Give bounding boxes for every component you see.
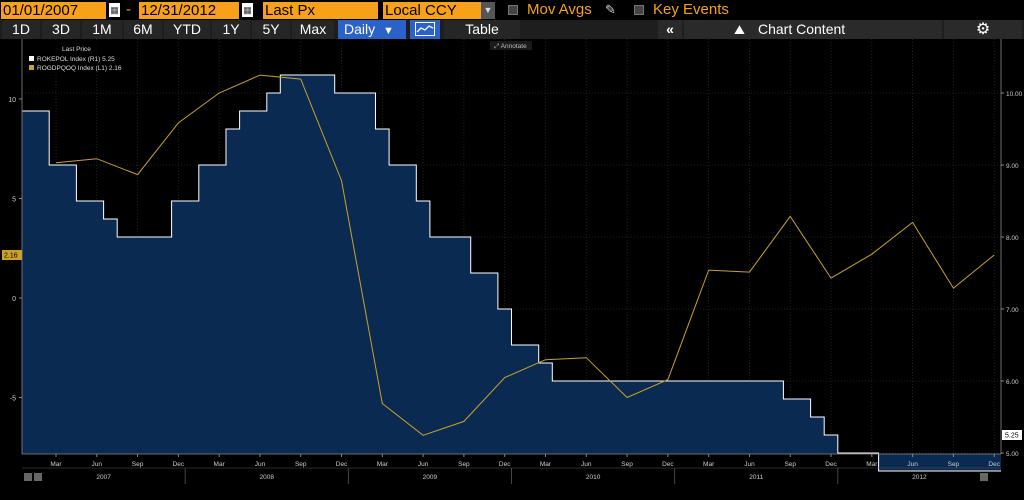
right-tick-label: 9.00 (1006, 163, 1019, 170)
period-5y-button[interactable]: 5Y (252, 20, 290, 39)
x-tick-label: Dec (825, 461, 837, 468)
left-tick-label: 10 (8, 97, 16, 104)
top-bar: 01/01/2007 ▦ - 12/31/2012 ▦ Last Px Loca… (0, 0, 1024, 20)
legend-item-gdp: ROGDPQOQ Index (L1) 2.16 (37, 65, 122, 72)
x-tick-label: Jun (907, 461, 918, 468)
right-value-marker: 5.25 (1002, 430, 1022, 440)
period-1m-button[interactable]: 1M (82, 20, 122, 39)
x-tick-label: Mar (377, 461, 389, 468)
right-tick-label: 6.00 (1006, 379, 1019, 386)
year-label: 2009 (423, 474, 438, 481)
chevron-down-icon[interactable]: ▼ (481, 2, 495, 19)
scroll-right-button[interactable] (34, 473, 42, 481)
period-6m-button[interactable]: 6M (124, 20, 162, 39)
x-tick-label: Dec (662, 461, 674, 468)
svg-text:5.25: 5.25 (1005, 433, 1019, 440)
year-label: 2012 (912, 474, 927, 481)
key-events-checkbox[interactable] (634, 5, 644, 15)
right-tick-label: 7.00 (1006, 307, 1019, 314)
rate-area-fill (22, 75, 1001, 471)
x-tick-label: Dec (499, 461, 511, 468)
x-tick-label: Sep (295, 461, 307, 468)
gdp-line (55, 74, 995, 436)
right-tick-label: 8.00 (1006, 235, 1019, 242)
period-bar: 1D 3D 1M 6M YTD 1Y 5Y Max Daily ▼ Table … (0, 20, 1024, 39)
period-max-button[interactable]: Max (292, 20, 334, 39)
legend-swatch-rate (29, 56, 34, 61)
frequency-select[interactable]: Daily ▼ (338, 20, 406, 39)
calendar-icon[interactable]: ▦ (109, 3, 120, 17)
year-label: 2010 (586, 474, 601, 481)
year-label: 2007 (96, 474, 111, 481)
start-date-field[interactable]: 01/01/2007 (1, 2, 106, 19)
scroll-right-end-button[interactable] (980, 473, 988, 481)
svg-text:2.16: 2.16 (4, 253, 18, 260)
line-chart-icon[interactable] (410, 20, 440, 39)
table-button[interactable]: Table (444, 20, 520, 39)
mov-avgs-label[interactable]: Mov Avgs (527, 1, 592, 18)
period-ytd-button[interactable]: YTD (164, 20, 210, 39)
period-3d-button[interactable]: 3D (42, 20, 80, 39)
x-tick-label: Dec (988, 461, 1000, 468)
price-field-select[interactable]: Last Px (263, 2, 378, 19)
frequency-label: Daily (344, 21, 376, 37)
calendar-icon[interactable]: ▦ (242, 3, 253, 17)
x-tick-label: Sep (458, 461, 470, 468)
year-label: 2008 (260, 474, 275, 481)
year-label: 2011 (749, 474, 763, 481)
right-tick-label: 5.00 (1006, 451, 1019, 458)
annotate-button[interactable]: ⤢ Annotate (494, 43, 527, 50)
chevron-down-icon: ▼ (383, 25, 394, 37)
chart-content-button[interactable]: ⛰ Chart Content (684, 20, 942, 39)
x-tick-label: Sep (784, 461, 796, 468)
legend-box (24, 40, 132, 73)
x-tick-label: Mar (866, 461, 878, 468)
key-events-label[interactable]: Key Events (653, 1, 729, 18)
period-1d-button[interactable]: 1D (2, 20, 40, 39)
x-tick-label: Mar (214, 461, 226, 468)
rate-step-line (22, 74, 1001, 472)
right-tick-label: 10.00 (1006, 91, 1023, 98)
end-date-field[interactable]: 12/31/2012 (139, 2, 239, 19)
legend-swatch-gdp (29, 65, 34, 70)
right-axis: 5.00 6.00 7.00 8.00 9.00 10.00 (1000, 39, 1023, 458)
chart-content-label: Chart Content (758, 21, 846, 37)
left-value-marker: 2.16 (2, 250, 22, 261)
currency-select[interactable]: Local CCY (383, 2, 481, 19)
mov-avgs-checkbox[interactable] (508, 5, 518, 15)
chart-area[interactable]: -5 0 5 10 5.00 6.00 7.00 8.00 9.00 10.00 Mar Jun S… (0, 39, 1024, 495)
date-separator: - (126, 1, 131, 18)
legend-title: Last Price (62, 46, 91, 53)
x-tick-label: Mar (50, 461, 62, 468)
x-tick-label: Jun (92, 461, 103, 468)
x-tick-label: Sep (132, 461, 144, 468)
x-tick-label: Jun (581, 461, 592, 468)
x-axis: Mar Jun Sep Dec Mar Jun Sep Dec Mar Jun Sep Dec Mar J… (22, 453, 1001, 484)
gear-icon[interactable]: ⚙ (944, 20, 1022, 39)
x-tick-label: Jun (418, 461, 429, 468)
collapse-left-icon[interactable]: « (658, 20, 682, 39)
x-tick-label: Mar (703, 461, 715, 468)
x-tick-label: Sep (621, 461, 633, 468)
x-tick-label: Mar (540, 461, 552, 468)
x-tick-label: Dec (173, 461, 185, 468)
chart-icon: ⛰ (734, 22, 745, 37)
annotate-button-bg (490, 41, 532, 50)
period-1y-button[interactable]: 1Y (212, 20, 250, 39)
left-tick-label: 0 (12, 296, 16, 303)
x-tick-label: Jun (744, 461, 755, 468)
left-tick-label: -5 (10, 396, 16, 403)
x-tick-label: Sep (948, 461, 960, 468)
chart-svg: -5 0 5 10 5.00 6.00 7.00 8.00 9.00 10.00 Mar Jun S… (2, 39, 1023, 484)
x-tick-label: Jun (255, 461, 266, 468)
left-axis: -5 0 5 10 (8, 39, 23, 454)
pencil-icon[interactable]: ✎ (605, 2, 616, 17)
legend-item-rate: ROKEPOL Index (R1) 5.25 (37, 56, 115, 63)
scroll-left-button[interactable] (24, 473, 32, 481)
left-tick-label: 5 (12, 197, 16, 204)
x-tick-label: Dec (336, 461, 348, 468)
